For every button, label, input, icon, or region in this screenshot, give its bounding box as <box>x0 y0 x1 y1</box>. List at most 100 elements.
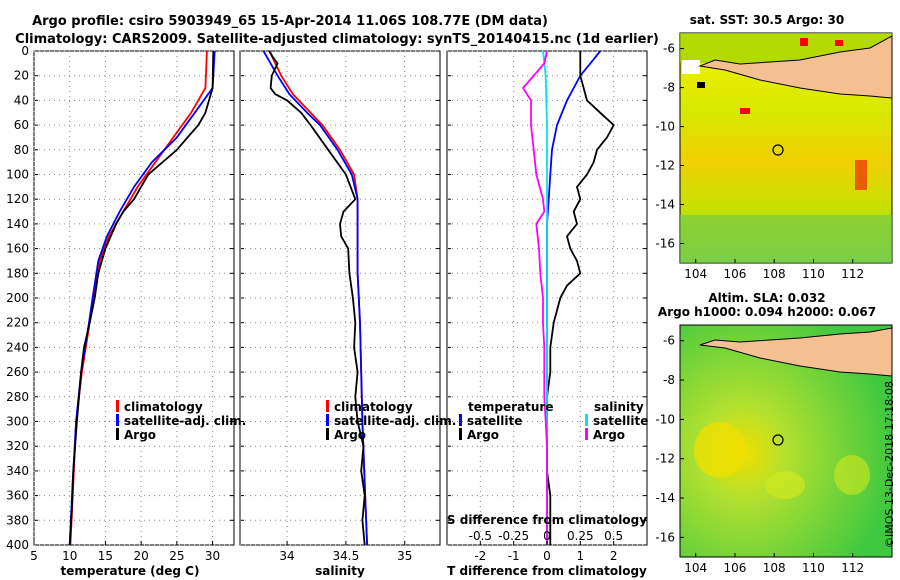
map-x-tick-label: 108 <box>763 561 786 575</box>
sla-map-java-land <box>699 327 893 377</box>
depth-tick-label: 300 <box>6 415 29 429</box>
map-y-tick-label: -10 <box>655 412 675 426</box>
depth-tick-label: 280 <box>6 390 29 404</box>
x-tick-label: 34.5 <box>333 549 360 563</box>
depth-tick-label: 80 <box>14 143 29 157</box>
x-tick-label: 0 <box>543 549 551 563</box>
map-y-tick-label: -14 <box>655 491 675 505</box>
legend-label-argo: Argo <box>334 428 366 442</box>
sst-map-title: sat. SST: 30.5 Argo: 30 <box>690 13 844 27</box>
sst-map-java-land <box>698 35 893 99</box>
credit: ©IMOS 13-Dec-2018 17:18:08 <box>883 381 896 548</box>
sla-map-title-2: Argo h1000: 0.094 h2000: 0.067 <box>658 305 876 319</box>
series-line-argo <box>268 50 366 546</box>
depth-tick-label: 260 <box>6 365 29 379</box>
depth-tick-label: 0 <box>21 44 29 58</box>
sla-map-high-anomaly <box>694 422 746 478</box>
series-line-argo <box>68 50 215 546</box>
salinity-xlabel: salinity <box>315 564 365 578</box>
x-tick-label: 10 <box>62 549 77 563</box>
map-x-tick-label: 106 <box>724 561 747 575</box>
depth-tick-label: 60 <box>14 118 29 132</box>
title-line-2: Climatology: CARS2009. Satellite-adjuste… <box>15 32 659 47</box>
title-line-1: Argo profile: csiro 5903949_65 15-Apr-20… <box>32 14 548 29</box>
s-diff-tick-label: -0.25 <box>498 529 529 543</box>
sst-map-warm-patch <box>855 160 867 190</box>
depth-tick-label: 120 <box>6 192 29 206</box>
map-y-tick-label: -6 <box>663 42 675 56</box>
map-y-tick-label: -16 <box>655 530 675 544</box>
s-diff-xlabel: S difference from climatology <box>447 513 647 527</box>
legend-swatch-t-argo <box>459 428 462 440</box>
x-tick-label: 35 <box>397 549 412 563</box>
salinity-legend: climatology satellite-adj. clim. Argo <box>326 400 456 442</box>
s-diff-tick-label: 0 <box>543 529 551 543</box>
depth-tick-label: 140 <box>6 217 29 231</box>
sst-map-red-pixel <box>800 38 808 46</box>
difference-legend-temperature: temperature satellite Argo <box>459 400 553 442</box>
map-x-tick-label: 104 <box>684 267 707 281</box>
depth-tick-label: 380 <box>6 513 29 527</box>
x-tick-label: -2 <box>474 549 486 563</box>
legend-label-satellite: satellite-adj. clim. <box>334 414 456 428</box>
x-tick-label: 25 <box>169 549 184 563</box>
x-tick-label: 5 <box>30 549 38 563</box>
map-x-tick-label: 108 <box>763 267 786 281</box>
map-y-tick-label: -12 <box>655 159 675 173</box>
grid <box>33 50 647 546</box>
depth-tick-label: 200 <box>6 291 29 305</box>
profile-lines <box>68 50 615 546</box>
map-x-tick-label: 106 <box>724 267 747 281</box>
map-x-tick-label: 112 <box>841 561 864 575</box>
depth-tick-label: 220 <box>6 316 29 330</box>
legend-swatch-argo <box>326 428 329 440</box>
legend-label-s-satellite: satellite <box>593 414 648 428</box>
legend-label-climatology: climatology <box>124 400 203 414</box>
difference-legend-salinity: salinity satellite Argo <box>585 400 648 442</box>
map-y-tick-label: -10 <box>655 120 675 134</box>
map-x-tick-label: 110 <box>802 267 825 281</box>
series-line-satellite-adj-clim- <box>68 50 216 546</box>
s-diff-tick-label: -0.5 <box>469 529 492 543</box>
legend-label-t-argo: Argo <box>467 428 499 442</box>
depth-tick-label: 400 <box>6 538 29 552</box>
s-diff-tick-label: 0.25 <box>567 529 594 543</box>
legend-label-s-argo: Argo <box>593 428 625 442</box>
legend-swatch-satellite <box>116 414 119 426</box>
legend-swatch-s-satellite <box>585 414 588 426</box>
x-tick-label: 15 <box>98 549 113 563</box>
sst-map-south-band <box>680 215 892 263</box>
sst-map-cloud <box>682 60 700 74</box>
legend-swatch-argo <box>116 428 119 440</box>
map-y-tick-label: -16 <box>655 237 675 251</box>
series-line-s-argo <box>521 50 548 545</box>
depth-tick-label: 20 <box>14 69 29 83</box>
temperature-legend: climatology satellite-adj. clim. Argo <box>116 400 246 442</box>
map-x-tick-label: 112 <box>841 267 864 281</box>
sst-map-red-pixel <box>740 108 750 114</box>
depth-tick-label: 160 <box>6 242 29 256</box>
legend-swatch-t-satellite <box>459 414 462 426</box>
depth-tick-label: 320 <box>6 439 29 453</box>
legend-title-temperature: temperature <box>468 400 553 414</box>
map-y-tick-label: -12 <box>655 452 675 466</box>
t-diff-xlabel: T difference from climatology <box>447 564 647 578</box>
map-axes: 104 106 108 110 112 -6 -8 -10 -12 -14 -16 104 106 108… <box>655 42 864 575</box>
legend-label-t-satellite: satellite <box>467 414 522 428</box>
sla-map-high-anomaly <box>834 455 870 495</box>
sst-map-argo-location <box>772 144 784 156</box>
legend-swatch-climatology <box>326 400 329 412</box>
sst-map-red-pixel <box>835 40 843 46</box>
depth-tick-label: 360 <box>6 489 29 503</box>
depth-tick-label: 240 <box>6 340 29 354</box>
map-y-tick-label: -6 <box>663 334 675 348</box>
sla-map <box>679 324 893 558</box>
legend-label-climatology: climatology <box>334 400 413 414</box>
depth-axis: 0 20 40 60 80 100 120 140 160 180 200 220 240 260 280 3… <box>6 44 647 552</box>
s-diff-tick-label: 0.5 <box>604 529 623 543</box>
depth-tick-label: 100 <box>6 168 29 182</box>
depth-tick-label: 180 <box>6 266 29 280</box>
legend-swatch-s-argo <box>585 428 588 440</box>
map-x-tick-label: 110 <box>802 561 825 575</box>
legend-swatch-climatology <box>116 400 119 412</box>
